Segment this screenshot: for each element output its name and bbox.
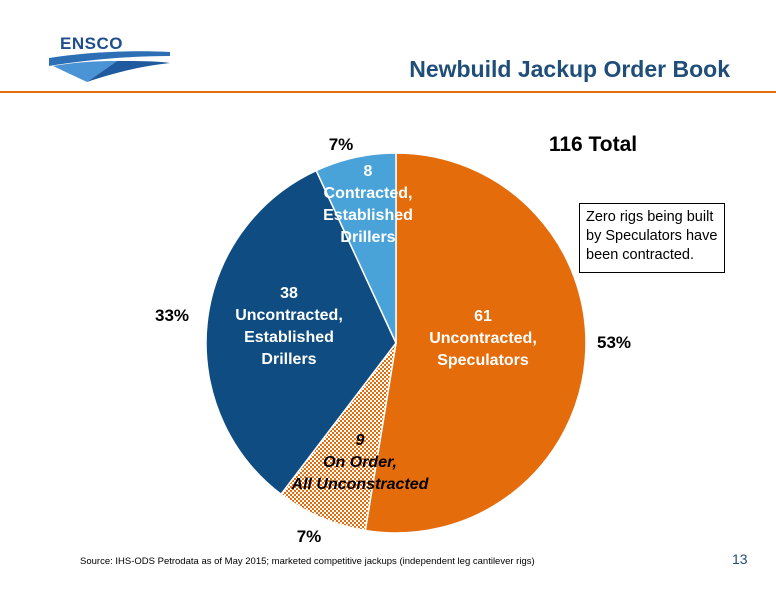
- slice-on-order-all-uncontracted-percent: 7%: [297, 527, 322, 546]
- slice-contracted-established-drillers-percent: 7%: [329, 135, 354, 154]
- page-number: 13: [732, 551, 748, 567]
- slice-uncontracted-speculators-percent: 53%: [597, 333, 631, 352]
- slice-uncontracted-established-drillers-label: 38 Uncontracted, Established Drillers: [235, 285, 343, 368]
- slice-uncontracted-established-drillers-percent: 33%: [155, 306, 189, 325]
- ensco-logo: [47, 30, 172, 85]
- logo-text: ENSCO: [60, 34, 123, 53]
- slice-on-order-all-uncontracted: [279, 342, 397, 532]
- source-footnote: Source: IHS-ODS Petrodata as of May 2015…: [80, 556, 535, 567]
- slice-contracted-established-drillers: [315, 152, 397, 344]
- chart-title: 116 Total: [549, 133, 637, 156]
- slice-uncontracted-established-drillers: [205, 169, 397, 496]
- slice-uncontracted-speculators-label: 61 Uncontracted, Speculators: [429, 308, 537, 369]
- slice-contracted-established-drillers-label: 8 Contracted, Established Drillers: [323, 163, 413, 246]
- slice-on-order-all-uncontracted-label: 9 On Order, All Unconstracted: [291, 432, 430, 493]
- title-divider: [0, 91, 776, 93]
- slice-uncontracted-speculators: [364, 152, 587, 534]
- annotation-note: Zero rigs being built by Speculators hav…: [579, 203, 725, 273]
- page-title: Newbuild Jackup Order Book: [409, 56, 730, 82]
